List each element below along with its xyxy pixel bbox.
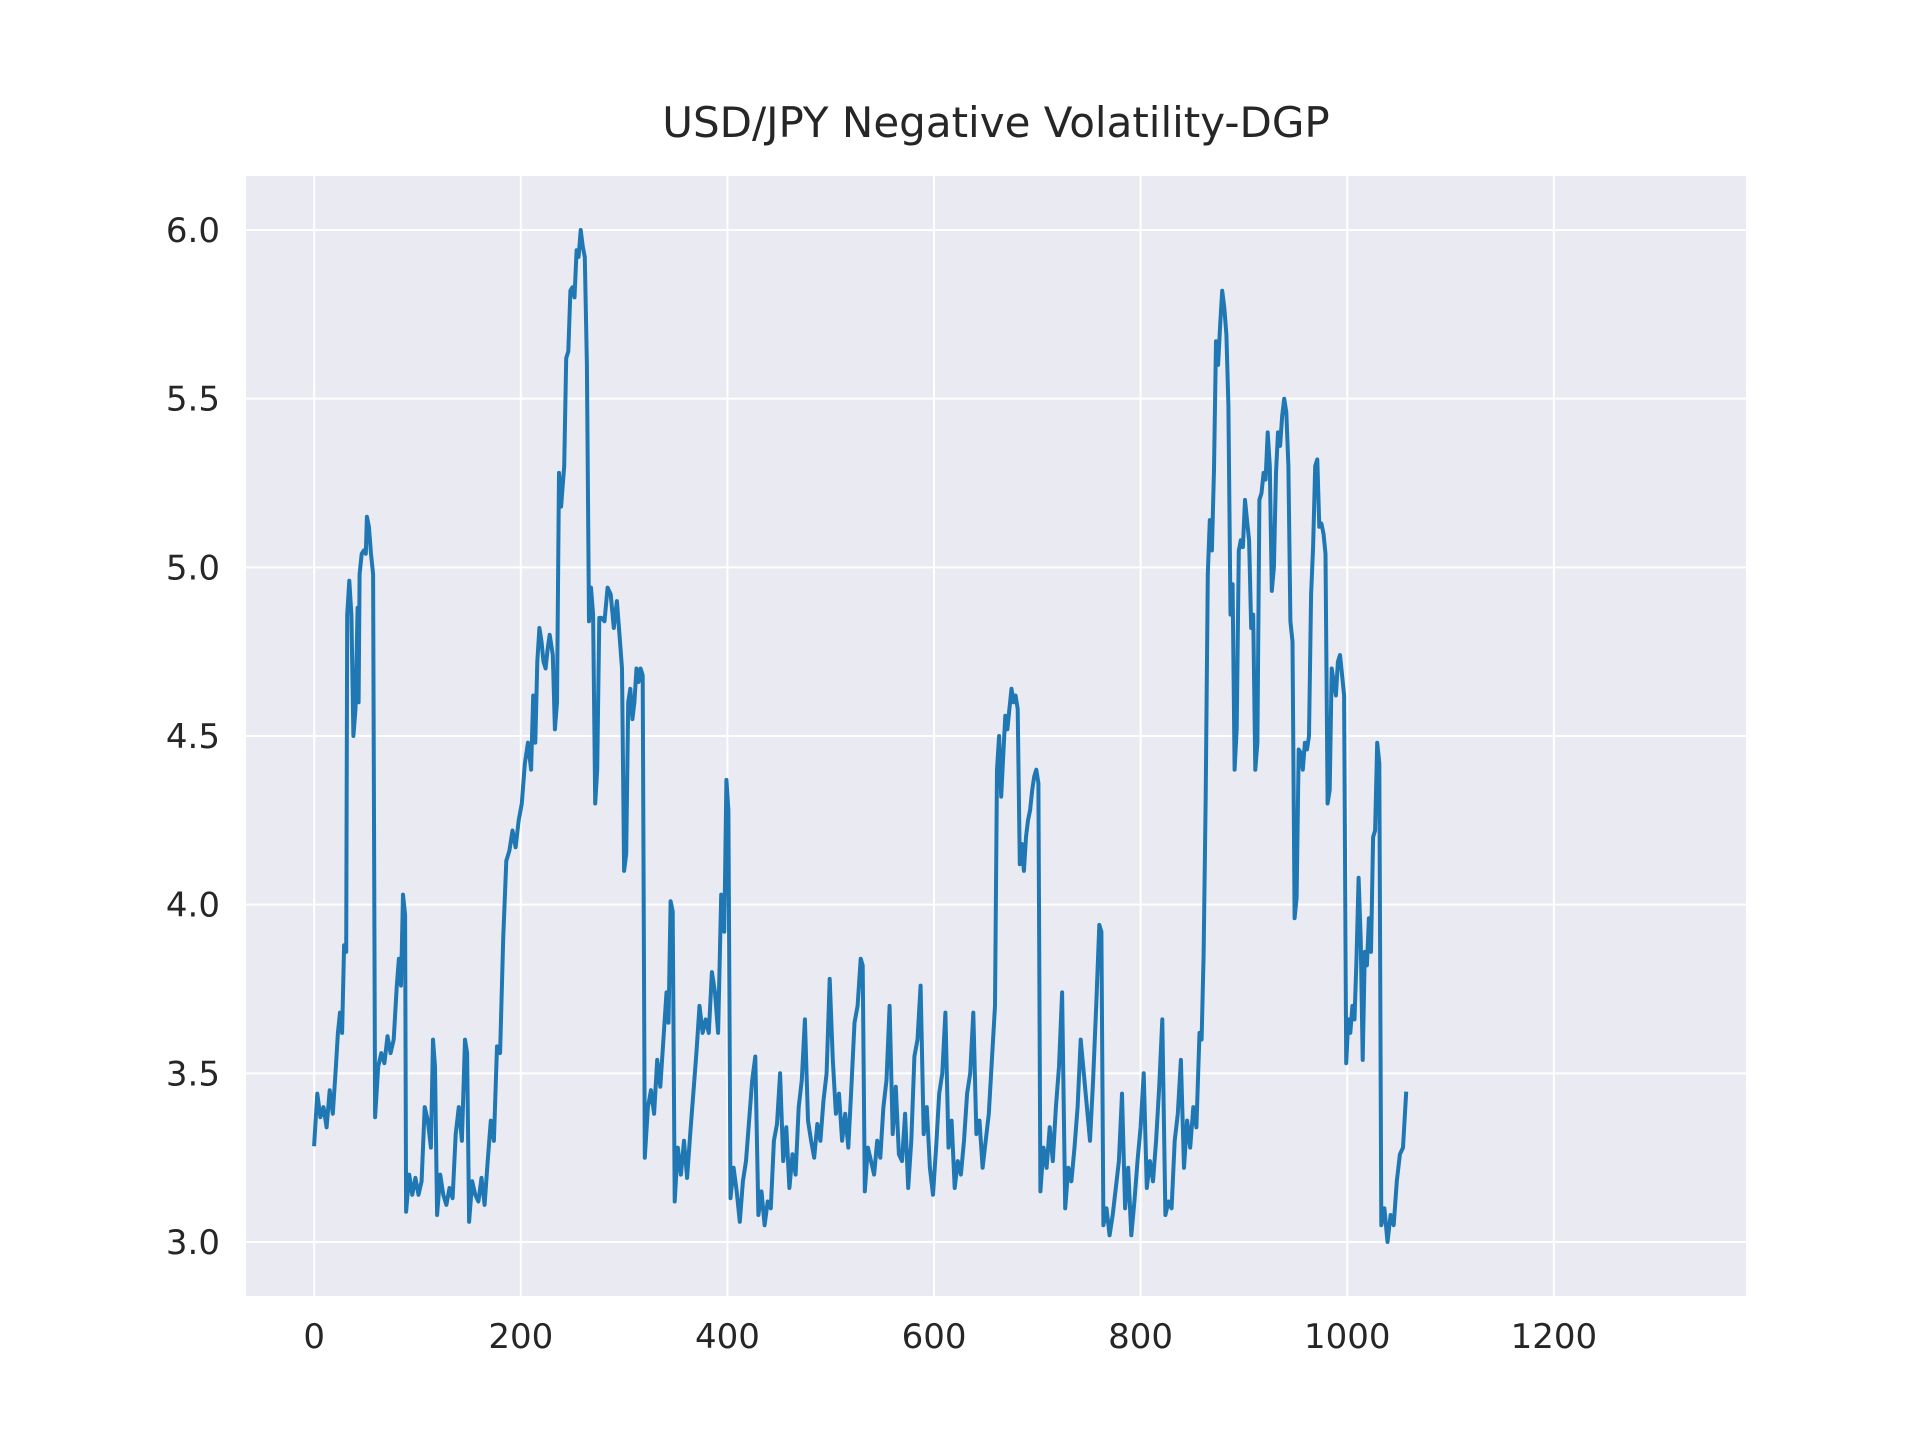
y-tick-label: 3.5 xyxy=(166,1054,220,1094)
y-tick-label: 5.0 xyxy=(166,548,220,588)
x-tick-label: 1000 xyxy=(1304,1317,1391,1357)
y-tick-label: 4.0 xyxy=(166,886,220,926)
x-tick-label: 600 xyxy=(902,1317,967,1357)
y-tick-label: 3.0 xyxy=(166,1223,220,1263)
x-tick-label: 1200 xyxy=(1511,1317,1598,1357)
x-tick-label: 0 xyxy=(303,1317,325,1357)
x-axis-ticks: 0 200 400 600 800 1000 1200 xyxy=(303,1317,1597,1357)
y-axis-ticks: 3.0 3.5 4.0 4.5 5.0 5.5 6.0 xyxy=(166,211,220,1263)
x-tick-label: 800 xyxy=(1108,1317,1173,1357)
y-tick-label: 4.5 xyxy=(166,717,220,757)
chart-title: USD/JPY Negative Volatility-DGP xyxy=(662,98,1330,147)
y-tick-label: 6.0 xyxy=(166,211,220,251)
x-tick-label: 200 xyxy=(488,1317,553,1357)
series-group xyxy=(312,228,1409,1244)
series-line xyxy=(312,228,1409,1244)
x-tick-label: 400 xyxy=(695,1317,760,1357)
y-tick-label: 5.5 xyxy=(166,380,220,420)
